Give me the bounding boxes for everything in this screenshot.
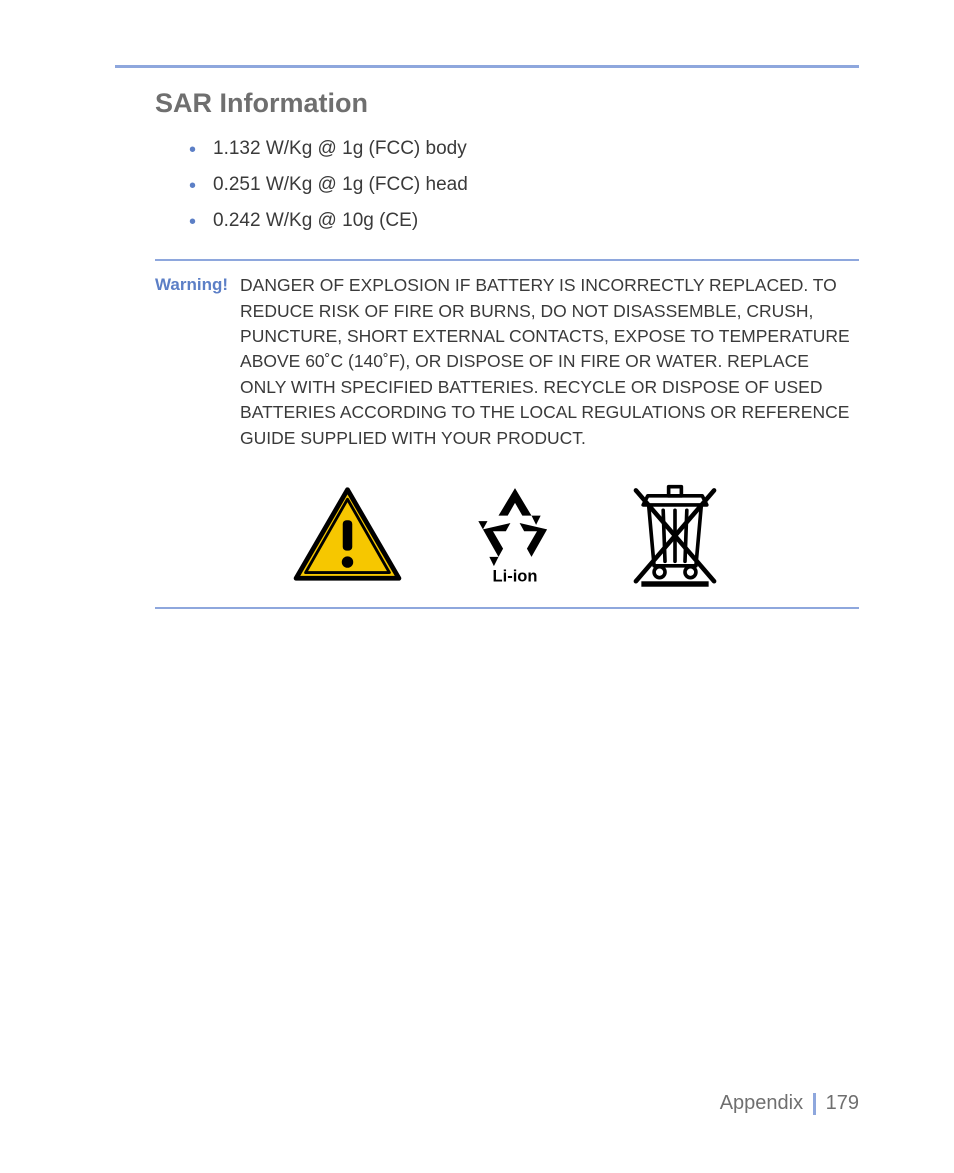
content-area: SAR Information 1.132 W/Kg @ 1g (FCC) bo… [115,88,859,609]
safety-icons-row: Li-ion [155,479,859,589]
list-item: 1.132 W/Kg @ 1g (FCC) body [213,131,859,167]
page-footer: Appendix 179 [720,1092,859,1115]
warning-label: Warning! [155,273,228,295]
footer-page-number: 179 [826,1092,859,1115]
document-page: SAR Information 1.132 W/Kg @ 1g (FCC) bo… [0,0,954,1173]
warning-block: Warning! DANGER OF EXPLOSION IF BATTERY … [155,273,859,451]
sar-list: 1.132 W/Kg @ 1g (FCC) body 0.251 W/Kg @ … [155,131,859,239]
weee-bin-icon [625,479,725,589]
list-item: 0.251 W/Kg @ 1g (FCC) head [213,167,859,203]
list-item: 0.242 W/Kg @ 10g (CE) [213,203,859,239]
top-divider [115,65,859,68]
footer-separator [813,1093,816,1115]
warning-text: DANGER OF EXPLOSION IF BATTERY IS INCORR… [240,273,859,451]
section-title: SAR Information [155,88,859,119]
warning-bottom-divider [155,607,859,609]
caution-triangle-icon [290,484,405,584]
recycle-li-ion-icon: Li-ion [460,479,570,589]
li-ion-label: Li-ion [492,568,537,586]
warning-top-divider [155,259,859,261]
footer-section-name: Appendix [720,1092,803,1115]
